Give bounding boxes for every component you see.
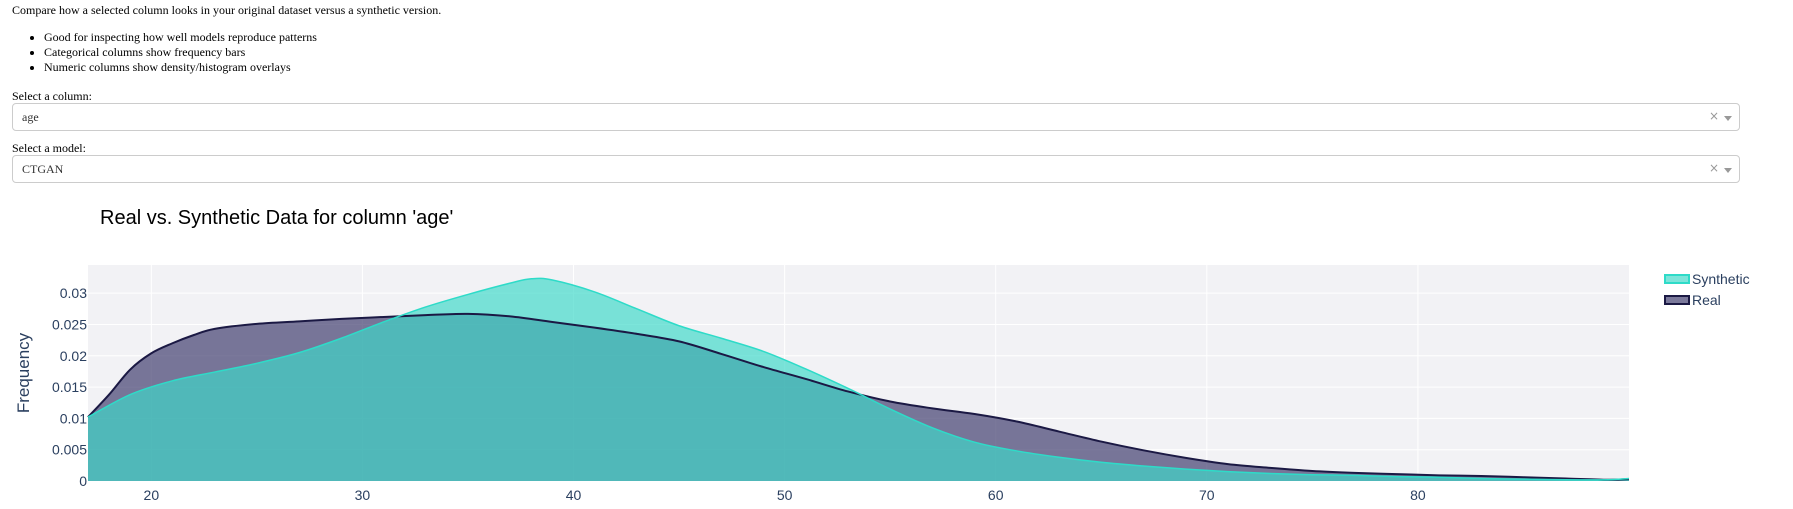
clear-icon[interactable]: ×: [1708, 109, 1719, 123]
y-tick-label: 0.02: [60, 348, 87, 364]
x-tick-label: 80: [1410, 487, 1426, 503]
column-select-value: age: [22, 110, 39, 124]
model-select-dropdown[interactable]: CTGAN ×: [12, 155, 1740, 183]
x-tick-label: 70: [1199, 487, 1215, 503]
model-select-value: CTGAN: [22, 162, 64, 176]
list-item: Numeric columns show density/histogram o…: [44, 60, 317, 75]
x-tick-label: 20: [144, 487, 160, 503]
y-tick-label: 0.03: [60, 285, 87, 301]
legend-label: Real: [1692, 292, 1721, 308]
legend[interactable]: Synthetic Real: [1664, 271, 1750, 308]
feature-list: Good for inspecting how well models repr…: [24, 30, 317, 75]
legend-item-synthetic[interactable]: Synthetic: [1664, 271, 1750, 287]
y-tick-label: 0.015: [52, 379, 87, 395]
model-select-label: Select a model:: [12, 141, 86, 155]
y-tick-label: 0: [79, 473, 87, 489]
legend-swatch: [1664, 295, 1690, 305]
y-axis: 0 0.005 0.01 0.015 0.02 0.025 0.03: [52, 285, 87, 489]
chevron-down-icon[interactable]: [1724, 116, 1732, 121]
legend-item-real[interactable]: Real: [1664, 292, 1721, 308]
area-fill-synthetic: [88, 278, 1629, 481]
x-tick-label: 30: [355, 487, 371, 503]
column-select-dropdown[interactable]: age ×: [12, 103, 1740, 131]
chevron-down-icon[interactable]: [1724, 168, 1732, 173]
x-tick-label: 60: [988, 487, 1004, 503]
x-tick-label: 40: [566, 487, 582, 503]
column-select-label: Select a column:: [12, 89, 92, 103]
x-tick-label: 50: [777, 487, 793, 503]
x-axis: 20 30 40 50 60 70 80: [144, 487, 1426, 503]
data-areas: [87, 277, 1630, 481]
series-line-real: [87, 312, 1630, 481]
legend-label: Synthetic: [1692, 271, 1750, 287]
y-tick-label: 0.025: [52, 316, 87, 332]
intro-text: Compare how a selected column looks in y…: [12, 3, 442, 17]
density-chart: Real vs. Synthetic Data for column 'age'…: [14, 207, 1750, 503]
y-tick-label: 0.01: [60, 410, 87, 426]
clear-icon[interactable]: ×: [1708, 161, 1719, 175]
y-axis-label: Frequency: [14, 332, 33, 413]
series-line-synthetic: [87, 277, 1630, 481]
chart-title: Real vs. Synthetic Data for column 'age': [100, 207, 453, 229]
legend-swatch: [1664, 274, 1690, 284]
list-item: Categorical columns show frequency bars: [44, 45, 317, 60]
list-item: Good for inspecting how well models repr…: [44, 30, 317, 45]
y-tick-label: 0.005: [52, 442, 87, 458]
